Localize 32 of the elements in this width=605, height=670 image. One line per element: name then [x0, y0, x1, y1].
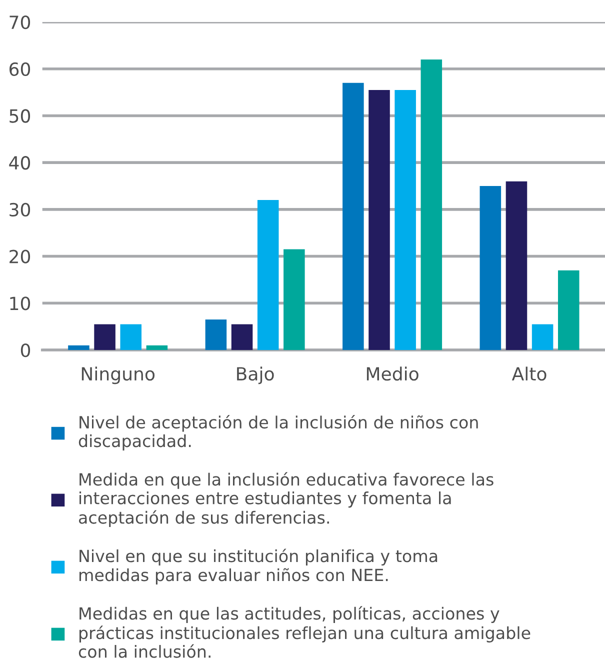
y-tick-label: 10 — [10, 296, 30, 310]
legend-label: Medida en que la inclusión educativa favorece las interacciones entre estudiantes y fomenta la aceptación de sus diferencias. — [78, 472, 494, 528]
bar — [120, 324, 142, 350]
bar — [146, 345, 168, 350]
bar — [558, 270, 580, 350]
y-tick-label: 20 — [10, 250, 30, 264]
bar — [205, 320, 227, 350]
x-tick-label: Ninguno — [82, 366, 155, 384]
bar — [257, 200, 279, 350]
bar — [231, 324, 253, 350]
y-tick-label: 40 — [9, 156, 30, 170]
bar — [506, 181, 528, 350]
y-tick-label: 70 — [10, 15, 30, 30]
bar — [284, 249, 305, 350]
bar — [394, 90, 416, 350]
bar — [94, 324, 116, 350]
bar — [342, 82, 364, 350]
bar — [68, 345, 90, 350]
y-tick-label: 30 — [10, 202, 30, 217]
bar — [368, 90, 390, 350]
x-tick-label: Bajo — [237, 366, 274, 384]
legend-label: Medidas en que las actitudes, políticas, acciones y prácticas institucionales reflejan una cultura amigable con la inclusión. — [78, 606, 530, 658]
x-tick-label: Alto — [512, 366, 546, 381]
y-tick-label: 50 — [10, 109, 30, 123]
x-tick-label: Medio — [366, 366, 418, 381]
bar — [480, 186, 502, 350]
bar — [532, 324, 554, 350]
y-tick-label: 60 — [10, 62, 30, 76]
legend-label: Nivel en que su institución planifica y toma medidas para evaluar niños con NEE. — [79, 548, 438, 585]
legend-label: Nivel de aceptación de la inclusión de niños con discapacidad. — [78, 415, 478, 450]
bar — [420, 59, 442, 350]
y-tick-label: 0 — [20, 343, 30, 358]
